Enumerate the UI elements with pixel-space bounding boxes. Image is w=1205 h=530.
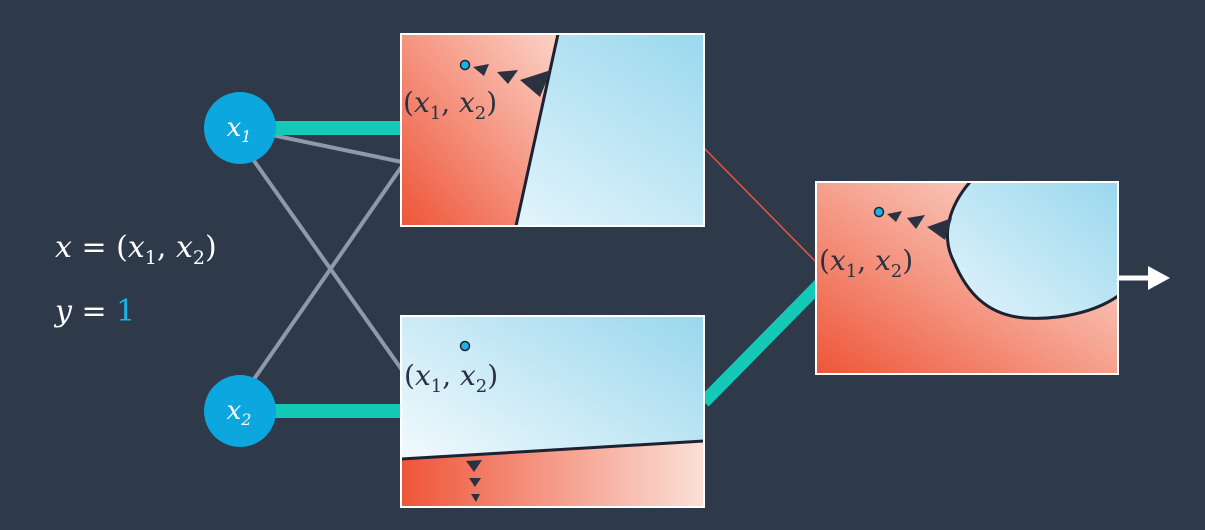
top-arrow-small	[473, 64, 489, 76]
top-point-label: (x1, x2)	[403, 86, 497, 124]
sample-y-label: y = 1	[53, 294, 135, 329]
output-data-point	[873, 206, 885, 218]
bottom-red-region	[401, 441, 704, 507]
input-node-x1: x1	[204, 92, 276, 164]
bottom-decision-boundary	[401, 439, 704, 461]
top-data-point	[459, 59, 471, 71]
output-arrow-icon	[1118, 266, 1170, 290]
output-point-label: (x1, x2)	[819, 244, 913, 282]
top-arrow-mid	[497, 70, 518, 84]
edge-x1-bottom	[250, 156, 404, 372]
edge-top-output	[703, 147, 817, 263]
top-arrow-large	[520, 70, 551, 97]
bottom-arrow-small	[471, 494, 480, 502]
bottom-arrow-large	[466, 460, 482, 472]
edge-bottom-output	[699, 279, 825, 407]
output-arrow-large	[927, 218, 952, 240]
bottom-point-label: (x1, x2)	[404, 359, 498, 397]
bottom-arrow-mid	[469, 478, 481, 487]
svg-text:x2: x2	[227, 396, 252, 429]
input-node-x2: x2	[204, 375, 276, 447]
output-arrow-small	[887, 211, 902, 222]
bottom-data-point	[459, 340, 471, 352]
hidden-neuron-top-panel: (x1, x2)	[401, 34, 704, 226]
sample-x-definition: x = (x1, x2)	[55, 230, 217, 269]
edge-x2-top	[250, 164, 404, 384]
hidden-neuron-bottom-panel: (x1, x2)	[401, 316, 704, 507]
output-neuron-panel: (x1, x2)	[816, 182, 1118, 374]
output-blue-region	[947, 182, 1118, 319]
output-arrow-mid	[907, 215, 925, 229]
top-decision-boundary	[514, 34, 560, 226]
svg-text:x1: x1	[227, 113, 252, 146]
top-red-region	[401, 34, 558, 226]
